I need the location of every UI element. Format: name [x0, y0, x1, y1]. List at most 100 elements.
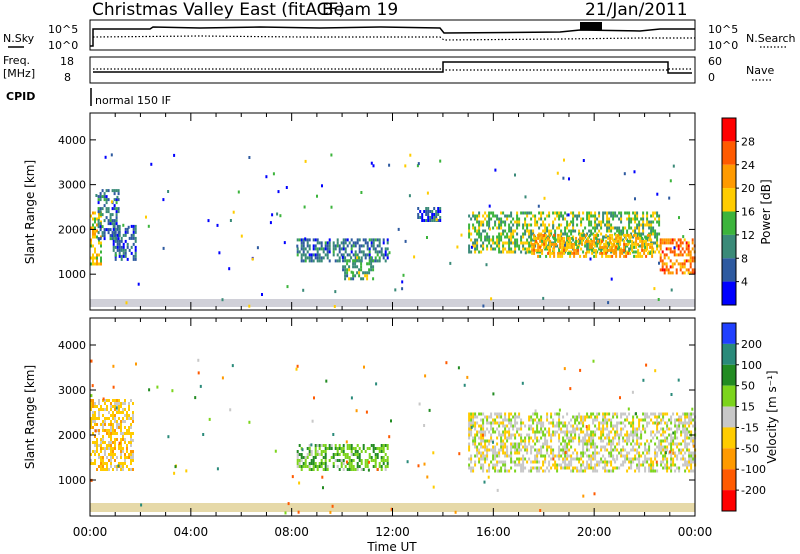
echo-cell	[118, 254, 121, 258]
echo-cell	[638, 442, 641, 446]
echo-cell	[687, 241, 690, 245]
echo-cell	[574, 415, 577, 419]
echo-cell	[534, 454, 537, 458]
echo-cell	[324, 247, 327, 251]
echo-cell	[324, 468, 327, 471]
echo-cell	[468, 418, 471, 422]
echo-cell	[502, 463, 505, 467]
echo-cell	[468, 244, 471, 248]
echo-cell	[606, 220, 609, 224]
echo-cell	[463, 383, 466, 387]
echo-cell	[494, 457, 497, 461]
echo-cell	[318, 241, 321, 245]
echo-cell	[646, 217, 649, 221]
echo-cell	[342, 265, 345, 269]
echo-cell	[496, 241, 499, 245]
echo-cell	[108, 432, 110, 435]
echo-cell	[478, 223, 481, 227]
echo-cell	[689, 250, 692, 254]
echo-cell	[575, 242, 578, 246]
echo-cell	[110, 465, 112, 468]
echo-cell	[304, 462, 307, 465]
echo-cell	[588, 454, 591, 458]
echo-cell	[248, 420, 251, 424]
echo-cell	[569, 242, 572, 246]
echo-cell	[692, 451, 695, 455]
echo-cell	[380, 447, 383, 450]
echo-cell	[494, 418, 497, 422]
echo-cell	[237, 190, 240, 194]
echo-cell	[94, 429, 97, 433]
echo-cell	[502, 244, 505, 248]
echo-cell	[570, 463, 573, 467]
echo-cell	[690, 418, 693, 422]
echo-cell	[604, 211, 607, 215]
echo-cell	[590, 211, 593, 215]
echo-cell	[625, 233, 628, 237]
echo-cell	[616, 457, 619, 461]
echo-cell	[544, 226, 547, 230]
echo-cell	[594, 445, 597, 449]
echo-cell	[589, 257, 592, 261]
echo-cell	[481, 433, 484, 437]
echo-cell	[492, 457, 495, 461]
echo-cell	[536, 424, 539, 428]
echo-cell	[114, 414, 116, 417]
echo-cell	[606, 436, 609, 440]
echo-cell	[679, 244, 682, 248]
echo-cell	[338, 453, 341, 456]
echo-cell	[130, 432, 132, 435]
echo-cell	[498, 430, 501, 434]
echo-cell	[572, 451, 575, 455]
echo-cell	[380, 253, 383, 257]
echo-cell	[608, 433, 611, 437]
echo-cell	[666, 463, 669, 467]
x-tick-label: 16:00	[476, 525, 511, 539]
echo-cell	[386, 253, 389, 257]
echo-cell	[348, 456, 351, 459]
echo-cell	[310, 450, 313, 453]
echo-cell	[486, 223, 489, 227]
echo-cell	[374, 459, 377, 462]
echo-cell	[692, 418, 695, 422]
echo-cell	[652, 421, 655, 425]
echo-cell	[500, 439, 503, 443]
echo-cell	[659, 244, 662, 248]
echo-cell	[520, 418, 523, 422]
echo-cell	[554, 466, 557, 470]
echo-cell	[486, 220, 489, 224]
echo-cell	[122, 417, 124, 420]
echo-cell	[296, 450, 299, 453]
echo-cell	[110, 426, 112, 429]
echo-cell	[487, 475, 490, 479]
echo-cell	[532, 466, 535, 470]
echo-cell	[538, 466, 541, 470]
echo-cell	[358, 268, 361, 272]
echo-cell	[650, 220, 653, 224]
echo-cell	[116, 420, 118, 423]
echo-cell	[107, 228, 110, 232]
echo-cell	[540, 427, 543, 431]
echo-cell	[115, 213, 118, 217]
echo-cell	[202, 433, 205, 436]
echo-cell	[478, 232, 481, 236]
echo-cell	[478, 448, 481, 452]
echo-cell	[620, 433, 623, 437]
echo-cell	[656, 192, 659, 196]
echo-cell	[380, 247, 383, 251]
echo-cell	[577, 251, 580, 255]
echo-cell	[662, 448, 665, 452]
echo-cell	[592, 442, 595, 446]
echo-cell	[113, 219, 116, 223]
echo-cell	[314, 238, 317, 242]
echo-cell	[90, 423, 92, 426]
echo-cell	[314, 444, 317, 447]
echo-cell	[559, 233, 562, 237]
echo-cell	[536, 430, 539, 434]
echo-cell	[302, 462, 305, 465]
echo-cell	[368, 271, 371, 275]
echo-cell	[103, 204, 106, 208]
echo-cell	[350, 396, 353, 400]
echo-cell	[608, 220, 611, 224]
echo-cell	[482, 223, 485, 227]
